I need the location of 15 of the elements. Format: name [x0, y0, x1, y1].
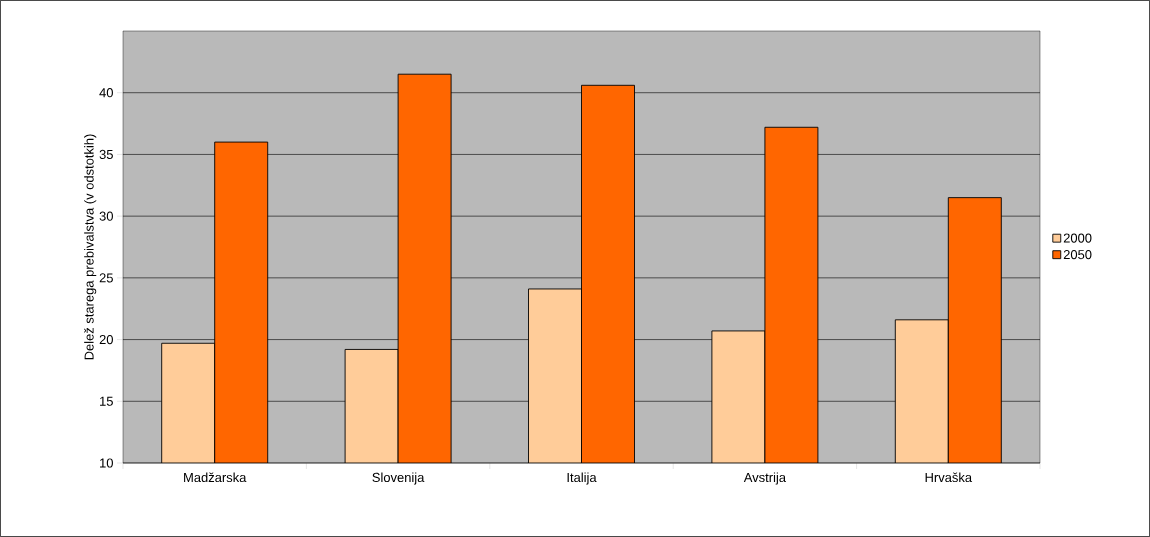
x-tick-label: Slovenija: [372, 472, 425, 485]
x-tick-label: Madžarska: [184, 472, 247, 483]
y-tick-label: 40: [99, 88, 113, 98]
legend-label: 2050: [1063, 249, 1092, 260]
y-tick-label: 10: [100, 458, 113, 468]
y-axis-title: Delež starega prebivalstva (v odstotkih): [84, 134, 97, 360]
x-tick-label: Italija: [567, 472, 597, 485]
y-tick-label: 35: [99, 149, 113, 160]
y-tick-label: 30: [99, 211, 113, 221]
x-tick-label: Hrvaška: [925, 472, 973, 483]
x-tick-label: Avstrija: [743, 472, 787, 485]
legend-label: 2000: [1063, 233, 1092, 243]
y-tick-label: 15: [100, 396, 113, 406]
y-tick-label: 25: [99, 273, 113, 283]
y-tick-label: 20: [99, 334, 113, 345]
